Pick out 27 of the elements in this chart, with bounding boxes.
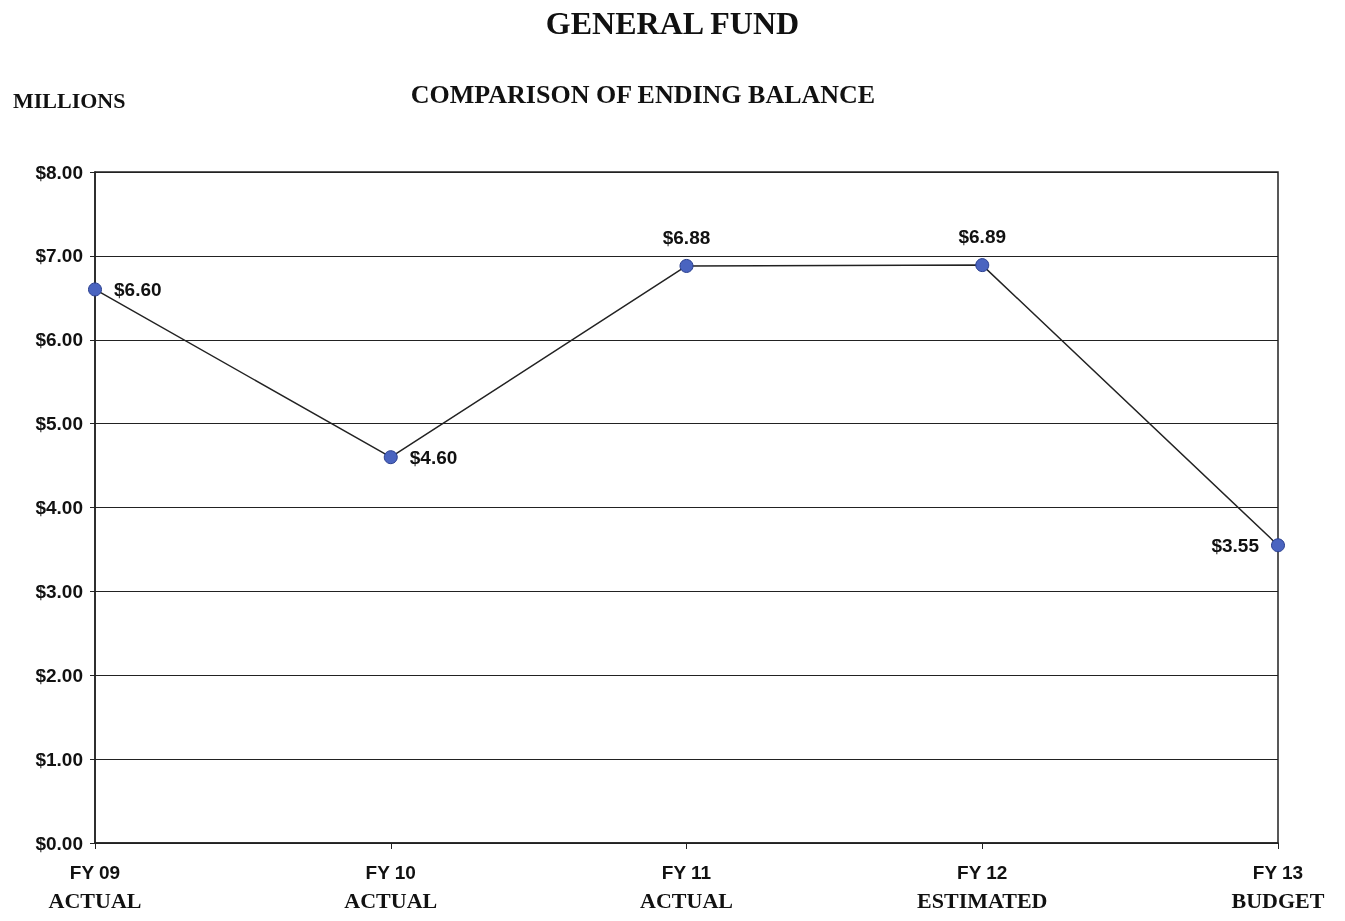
- x-tick-label: FY 10 ACTUAL: [344, 861, 438, 913]
- y-axis-title: MILLIONS: [13, 87, 126, 113]
- data-label: $6.60: [114, 278, 162, 300]
- y-tick-label: $0.00: [35, 832, 83, 854]
- y-tick-label: $8.00: [35, 161, 83, 183]
- chart-title: GENERAL FUND: [545, 5, 800, 41]
- x-tick-label: FY 09 ACTUAL: [48, 861, 142, 913]
- x-tick-label: FY 13 BUDGET: [1231, 861, 1325, 913]
- point: [975, 258, 990, 273]
- y-tick-label: $6.00: [35, 329, 83, 351]
- x-tick-label: FY 12 ESTIMATED: [917, 861, 1048, 913]
- data-label: $6.88: [662, 226, 711, 248]
- y-tick-label: $4.00: [35, 497, 83, 518]
- point: [383, 450, 398, 465]
- data-label: $4.60: [409, 446, 458, 468]
- x-tick-label: FY 11 ACTUAL: [640, 861, 733, 913]
- point: [1271, 538, 1285, 553]
- point: [88, 282, 102, 297]
- y-tick-label: $2.00: [35, 664, 83, 686]
- y-tick-label: $7.00: [35, 245, 83, 267]
- y-tick-label: $5.00: [35, 413, 83, 435]
- data-label: $6.89: [958, 226, 1007, 248]
- data-label: $3.55: [1211, 534, 1260, 556]
- y-tick-label: $1.00: [35, 748, 83, 770]
- y-tick-label: $3.00: [35, 580, 83, 602]
- point: [679, 258, 694, 273]
- chart-subtitle: COMPARISON OF ENDING BALANCE: [410, 79, 876, 109]
